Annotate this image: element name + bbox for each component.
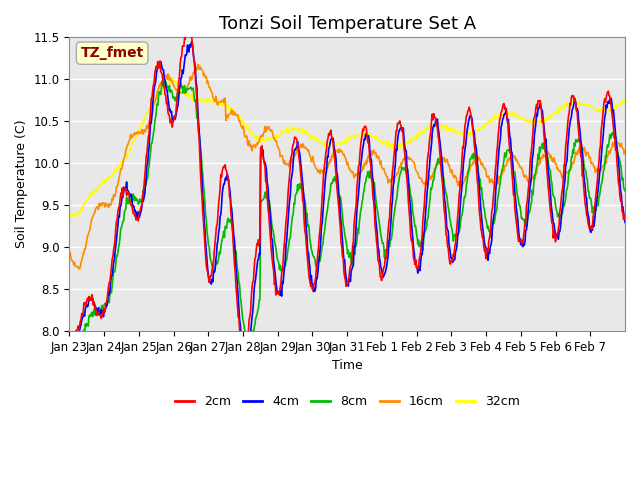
2cm	[437, 166, 445, 171]
16cm	[406, 156, 413, 161]
2cm	[239, 352, 247, 358]
4cm	[234, 282, 241, 288]
32cm	[621, 98, 629, 104]
2cm	[234, 303, 241, 309]
4cm	[188, 38, 196, 44]
Line: 16cm: 16cm	[69, 65, 625, 269]
2cm	[65, 334, 73, 339]
16cm	[131, 132, 139, 137]
4cm	[262, 162, 269, 168]
32cm	[283, 126, 291, 132]
4cm	[437, 149, 445, 155]
8cm	[65, 339, 73, 345]
32cm	[65, 215, 73, 220]
Y-axis label: Soil Temperature (C): Soil Temperature (C)	[15, 120, 28, 248]
2cm	[262, 179, 269, 184]
32cm	[406, 137, 413, 143]
Line: 8cm: 8cm	[69, 81, 625, 352]
8cm	[234, 272, 242, 277]
8cm	[406, 186, 413, 192]
32cm	[131, 136, 139, 142]
Line: 4cm: 4cm	[69, 41, 625, 358]
8cm	[131, 194, 139, 200]
8cm	[68, 349, 76, 355]
4cm	[131, 208, 138, 214]
32cm	[437, 125, 445, 131]
16cm	[437, 156, 445, 161]
4cm	[406, 197, 413, 203]
Title: Tonzi Soil Temperature Set A: Tonzi Soil Temperature Set A	[219, 15, 476, 33]
8cm	[283, 257, 291, 263]
2cm	[184, 25, 192, 31]
8cm	[621, 188, 629, 194]
Line: 32cm: 32cm	[69, 78, 625, 217]
32cm	[169, 75, 177, 81]
Text: TZ_fmet: TZ_fmet	[81, 46, 144, 60]
32cm	[67, 215, 75, 220]
X-axis label: Time: Time	[332, 359, 363, 372]
16cm	[283, 161, 291, 167]
8cm	[161, 78, 169, 84]
4cm	[65, 339, 73, 345]
4cm	[621, 219, 629, 225]
2cm	[283, 212, 291, 218]
16cm	[621, 147, 629, 153]
16cm	[75, 266, 83, 272]
16cm	[65, 249, 73, 255]
32cm	[262, 136, 269, 142]
32cm	[234, 113, 242, 119]
16cm	[262, 129, 269, 135]
2cm	[621, 212, 629, 218]
8cm	[437, 162, 445, 168]
4cm	[243, 355, 251, 361]
2cm	[131, 213, 138, 218]
Legend: 2cm, 4cm, 8cm, 16cm, 32cm: 2cm, 4cm, 8cm, 16cm, 32cm	[170, 390, 525, 413]
16cm	[234, 113, 242, 119]
8cm	[262, 189, 269, 195]
16cm	[195, 62, 202, 68]
2cm	[406, 217, 413, 223]
Line: 2cm: 2cm	[69, 28, 625, 355]
4cm	[283, 238, 291, 243]
